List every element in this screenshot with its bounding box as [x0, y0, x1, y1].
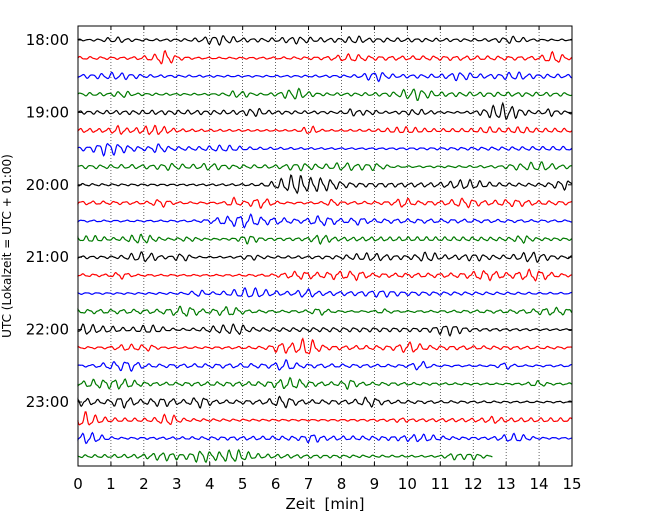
y-tick-label: 20:00 — [26, 176, 69, 194]
x-tick-label: 10 — [398, 475, 417, 493]
y-tick-label: 22:00 — [26, 321, 69, 339]
x-tick-label: 9 — [370, 475, 380, 493]
x-tick-label: 11 — [431, 475, 450, 493]
x-axis-label: Zeit [min] — [285, 495, 364, 513]
x-tick-label: 2 — [139, 475, 149, 493]
x-tick-label: 7 — [304, 475, 314, 493]
x-tick-label: 1 — [106, 475, 116, 493]
x-tick-label: 14 — [530, 475, 549, 493]
x-tick-label: 15 — [562, 475, 581, 493]
x-tick-label: 6 — [271, 475, 281, 493]
x-tick-label: 3 — [172, 475, 182, 493]
x-tick-label: 12 — [464, 475, 483, 493]
y-tick-label: 18:00 — [26, 31, 69, 49]
x-tick-label: 8 — [337, 475, 347, 493]
x-tick-label: 4 — [205, 475, 215, 493]
y-tick-label: 19:00 — [26, 103, 69, 121]
x-tick-label: 0 — [73, 475, 83, 493]
y-axis-label: UTC (Lokalzeit = UTC + 01:00) — [0, 154, 14, 338]
y-tick-label: 23:00 — [26, 393, 69, 411]
x-tick-label: 5 — [238, 475, 248, 493]
x-tick-label: 13 — [497, 475, 516, 493]
y-tick-label: 21:00 — [26, 248, 69, 266]
